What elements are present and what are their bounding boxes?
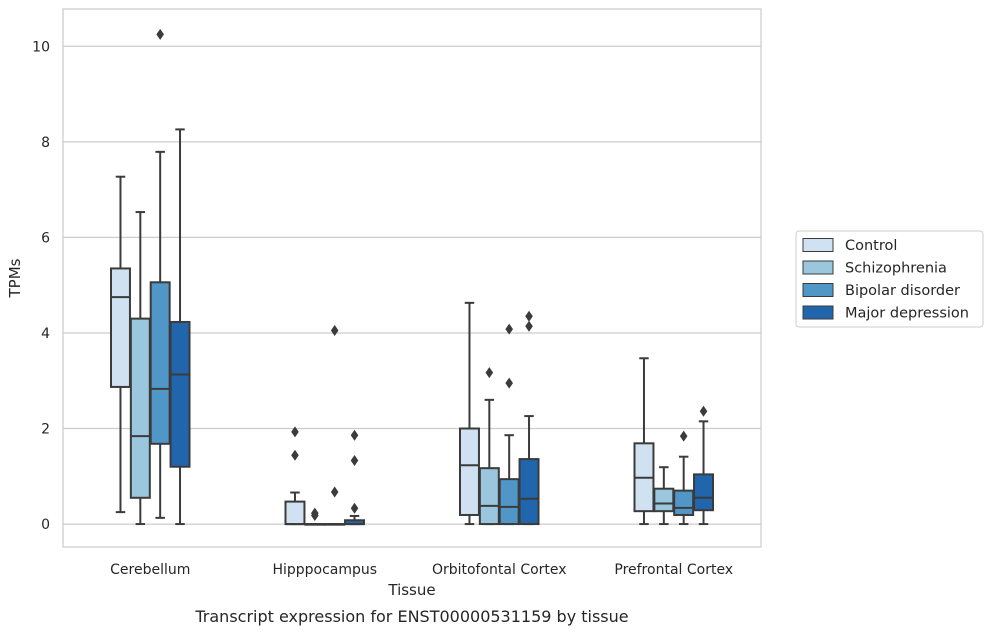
box [284, 500, 306, 526]
outlier-marker [679, 430, 688, 442]
box-group [518, 310, 540, 526]
plot-area-background [63, 9, 761, 547]
outlier-marker [291, 449, 299, 461]
box-group [284, 426, 306, 526]
box [673, 489, 695, 516]
box [478, 467, 500, 526]
outlier-marker [350, 455, 359, 467]
y-tick-label: 10 [32, 39, 50, 55]
legend-swatch [802, 238, 834, 252]
outlier-marker [330, 325, 339, 337]
box-series [109, 28, 715, 526]
box-group [344, 429, 366, 526]
outlier-marker [350, 502, 359, 514]
box-group [109, 175, 131, 514]
legend-label: Control [845, 238, 897, 254]
legend-frame [795, 230, 984, 328]
box-group [304, 507, 326, 526]
outlier-marker [156, 28, 164, 40]
y-tick-label: 2 [41, 422, 50, 438]
y-axis-ticks: 0 2 4 6 8 10 [32, 39, 50, 533]
box-group [653, 466, 675, 526]
legend-label: Major depression [845, 306, 969, 322]
legend-swatch [802, 260, 834, 275]
box-group [673, 430, 695, 526]
outlier-marker [699, 405, 708, 417]
x-tick-label: Cerebellum [110, 562, 190, 578]
x-axis-ticks: Cerebellum Hipppocampus Orbitofontal Corte… [110, 562, 733, 578]
box-group [169, 128, 191, 526]
box [458, 427, 480, 516]
legend-swatch [802, 283, 834, 297]
y-tick-label: 0 [41, 517, 50, 533]
box [498, 478, 520, 526]
box-group [633, 357, 655, 526]
plot-area-frame [62, 8, 762, 548]
legend-label: Schizophrenia [845, 261, 947, 277]
box-group [324, 325, 346, 526]
box [653, 487, 675, 513]
legend: Control Schizophrenia Bipolar disorder Majo… [795, 230, 984, 328]
outlier-marker [525, 310, 533, 322]
box [109, 267, 131, 388]
chart-title: Transcript expression for ENST0000053115… [194, 607, 628, 626]
x-tick-label: Prefrontal Cortex [614, 562, 733, 578]
outlier-marker [291, 426, 299, 438]
x-tick-label: Hipppocampus [272, 562, 377, 578]
legend-swatch [802, 305, 834, 320]
outlier-marker [350, 429, 359, 441]
outlier-marker [525, 320, 533, 332]
x-tick-label: Orbitofontal Cortex [432, 562, 567, 578]
outlier-marker [505, 323, 513, 335]
box [129, 317, 151, 499]
box [149, 281, 171, 445]
box-group [458, 301, 480, 526]
y-tick-label: 4 [41, 326, 50, 342]
outlier-marker [330, 486, 339, 498]
box-group [149, 28, 171, 519]
y-tick-label: 8 [41, 135, 50, 151]
box-group [478, 367, 500, 526]
legend-label: Bipolar disorder [845, 283, 960, 299]
y-axis-label: TPMs [6, 258, 24, 298]
outlier-marker [311, 507, 319, 519]
box [169, 320, 191, 468]
y-tick-label: 6 [41, 230, 50, 246]
outlier-marker [505, 377, 513, 389]
outlier-marker [485, 367, 494, 379]
box [693, 473, 715, 512]
x-axis-label: Tissue [387, 581, 435, 599]
box-group [693, 405, 715, 526]
box [518, 458, 540, 526]
